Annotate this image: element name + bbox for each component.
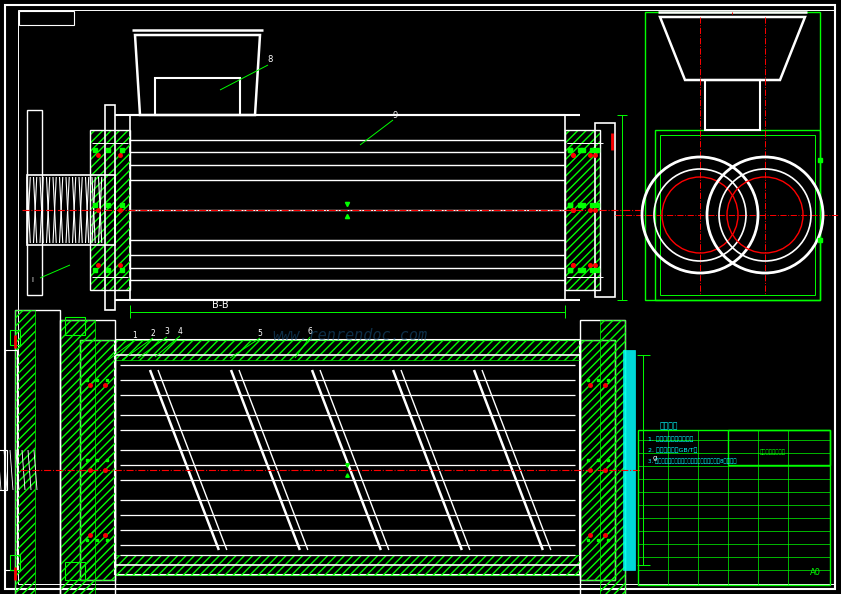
Bar xyxy=(80,340,115,580)
Bar xyxy=(27,175,115,245)
Text: 6: 6 xyxy=(308,327,313,336)
Bar xyxy=(0,450,7,490)
Text: 技术要求: 技术要求 xyxy=(660,421,679,430)
Bar xyxy=(580,320,625,594)
Bar xyxy=(155,78,240,115)
Text: A0: A0 xyxy=(810,568,821,577)
Bar xyxy=(60,320,95,594)
Bar xyxy=(623,350,635,570)
Text: www.renrendoc.com: www.renrendoc.com xyxy=(272,327,427,343)
Bar xyxy=(728,430,830,465)
Bar xyxy=(27,110,42,295)
Bar xyxy=(10,555,20,570)
Text: 3. 未注明的形位公差精度不低于国家标准规定的8级精度。: 3. 未注明的形位公差精度不低于国家标准规定的8级精度。 xyxy=(648,459,737,464)
Text: l: l xyxy=(31,277,33,283)
Bar xyxy=(10,330,20,345)
Text: 9: 9 xyxy=(393,110,398,119)
Bar xyxy=(60,320,115,594)
Bar xyxy=(15,310,35,594)
Bar xyxy=(638,430,830,585)
Bar xyxy=(655,130,820,300)
Bar xyxy=(65,317,85,335)
Text: B-B: B-B xyxy=(212,300,228,310)
Text: 3: 3 xyxy=(165,327,169,336)
Bar xyxy=(90,130,130,290)
Bar xyxy=(705,80,760,130)
Text: 1: 1 xyxy=(133,330,137,340)
Bar xyxy=(115,340,580,360)
Text: 2. 未标注公差按GB/T。: 2. 未标注公差按GB/T。 xyxy=(648,447,697,453)
Bar xyxy=(90,130,130,290)
Bar xyxy=(105,105,115,310)
Bar xyxy=(600,320,625,594)
Bar xyxy=(65,562,85,580)
Bar xyxy=(15,310,60,594)
Text: 4: 4 xyxy=(177,327,182,336)
Bar xyxy=(645,12,820,300)
Text: 5: 5 xyxy=(257,328,262,337)
Bar xyxy=(580,340,615,580)
Text: 8: 8 xyxy=(267,55,272,65)
Bar xyxy=(19,11,74,25)
Text: 差速式玉米脱粒机: 差速式玉米脱粒机 xyxy=(760,450,786,455)
Bar xyxy=(660,135,815,295)
Text: 1. 锐角倒钝毛刺，倒角。: 1. 锐角倒钝毛刺，倒角。 xyxy=(648,437,693,442)
Bar xyxy=(80,340,115,580)
Text: g: g xyxy=(653,455,658,461)
Bar xyxy=(580,340,615,580)
Bar xyxy=(565,130,600,290)
Bar xyxy=(115,555,580,575)
Bar xyxy=(565,130,600,290)
Text: 2: 2 xyxy=(151,328,156,337)
Bar xyxy=(595,123,615,297)
Bar xyxy=(5,350,17,570)
